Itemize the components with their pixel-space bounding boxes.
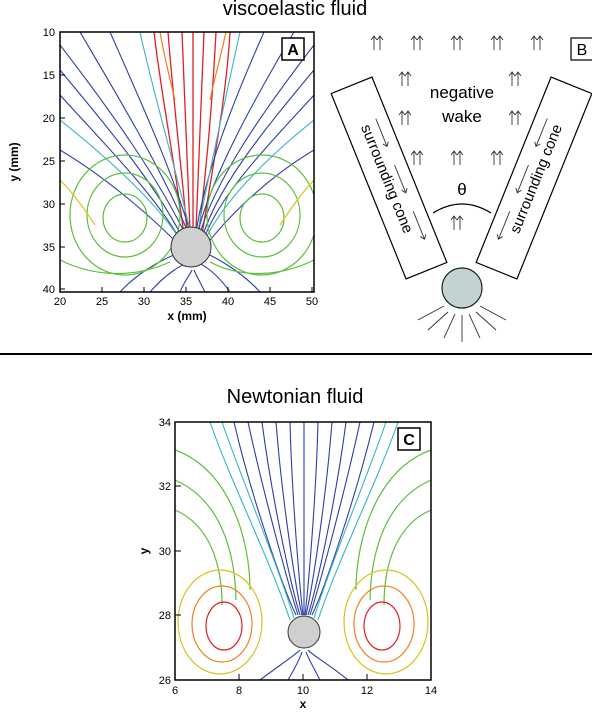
panel-a-label-box bbox=[281, 37, 305, 61]
panel-c-label: C bbox=[403, 432, 415, 449]
panel-a-xtick: 30 bbox=[138, 296, 150, 308]
panel-a-ytick: 15 bbox=[43, 70, 55, 82]
panel-a-streamlines bbox=[60, 32, 314, 292]
figure-title-viscoelastic: viscoelastic fluid bbox=[222, 0, 368, 20]
panel-b-outflow-arrows bbox=[417, 305, 507, 342]
panel-a-streamline-plot: A 20 25 30 35 40 45 50 10 15 20 25 30 35… bbox=[7, 27, 318, 323]
panel-a-ytick: 25 bbox=[43, 156, 55, 168]
panel-a-frame bbox=[59, 31, 315, 293]
panel-a-xtick: 20 bbox=[54, 296, 66, 308]
panel-c-xtick: 6 bbox=[172, 685, 178, 697]
panel-a-ytick: 20 bbox=[43, 113, 55, 125]
panel-a-xtick: 35 bbox=[180, 296, 192, 308]
panel-b-label-box bbox=[570, 37, 592, 61]
panel-c-ytick: 26 bbox=[159, 675, 171, 687]
panel-c-ticks bbox=[174, 421, 432, 681]
panel-a-ytick: 40 bbox=[43, 284, 55, 296]
panel-b-schematic: B negative wake surrounding cone bbox=[330, 35, 592, 342]
negative-wake-label: negative bbox=[430, 83, 494, 102]
panel-c-label-box bbox=[397, 427, 421, 451]
panel-c-sphere bbox=[287, 615, 321, 649]
panel-c-xtick: 8 bbox=[236, 685, 242, 697]
panel-c-ytick: 28 bbox=[159, 610, 171, 622]
panel-a-label: A bbox=[287, 42, 299, 59]
panel-c-ytick: 32 bbox=[159, 481, 171, 493]
panel-a-ytick: 10 bbox=[43, 27, 55, 39]
panel-c-ytick: 30 bbox=[159, 546, 171, 558]
panel-divider bbox=[0, 353, 592, 355]
panel-c-xtick: 12 bbox=[361, 685, 373, 697]
panel-a-xtick: 25 bbox=[96, 296, 108, 308]
panel-b-sphere bbox=[441, 267, 483, 309]
panel-c-streamlines bbox=[175, 422, 431, 680]
panel-c-ylabel: y bbox=[137, 547, 151, 554]
panel-a-ticks bbox=[59, 31, 313, 292]
wake-label: wake bbox=[441, 107, 482, 126]
panel-a-ylabel: y (mm) bbox=[7, 142, 21, 181]
theta-label: θ bbox=[457, 180, 466, 199]
panel-a-xlabel: x (mm) bbox=[167, 309, 206, 323]
figure-title-newtonian: Newtonian fluid bbox=[226, 386, 364, 408]
panel-a-xtick: 40 bbox=[222, 296, 234, 308]
panel-a-xtick: 50 bbox=[306, 296, 318, 308]
panel-a-ytick: 35 bbox=[43, 242, 55, 254]
panel-c-xtick: 10 bbox=[297, 685, 309, 697]
panel-c-xlabel: x bbox=[300, 697, 307, 711]
panel-a-xtick: 45 bbox=[264, 296, 276, 308]
panel-b-label: B bbox=[577, 42, 588, 59]
panel-c-ytick: 34 bbox=[159, 417, 171, 429]
panel-a-ytick: 30 bbox=[43, 199, 55, 211]
panel-c-xtick: 14 bbox=[425, 685, 437, 697]
panel-a-sphere bbox=[170, 226, 212, 268]
theta-arc bbox=[432, 203, 492, 214]
